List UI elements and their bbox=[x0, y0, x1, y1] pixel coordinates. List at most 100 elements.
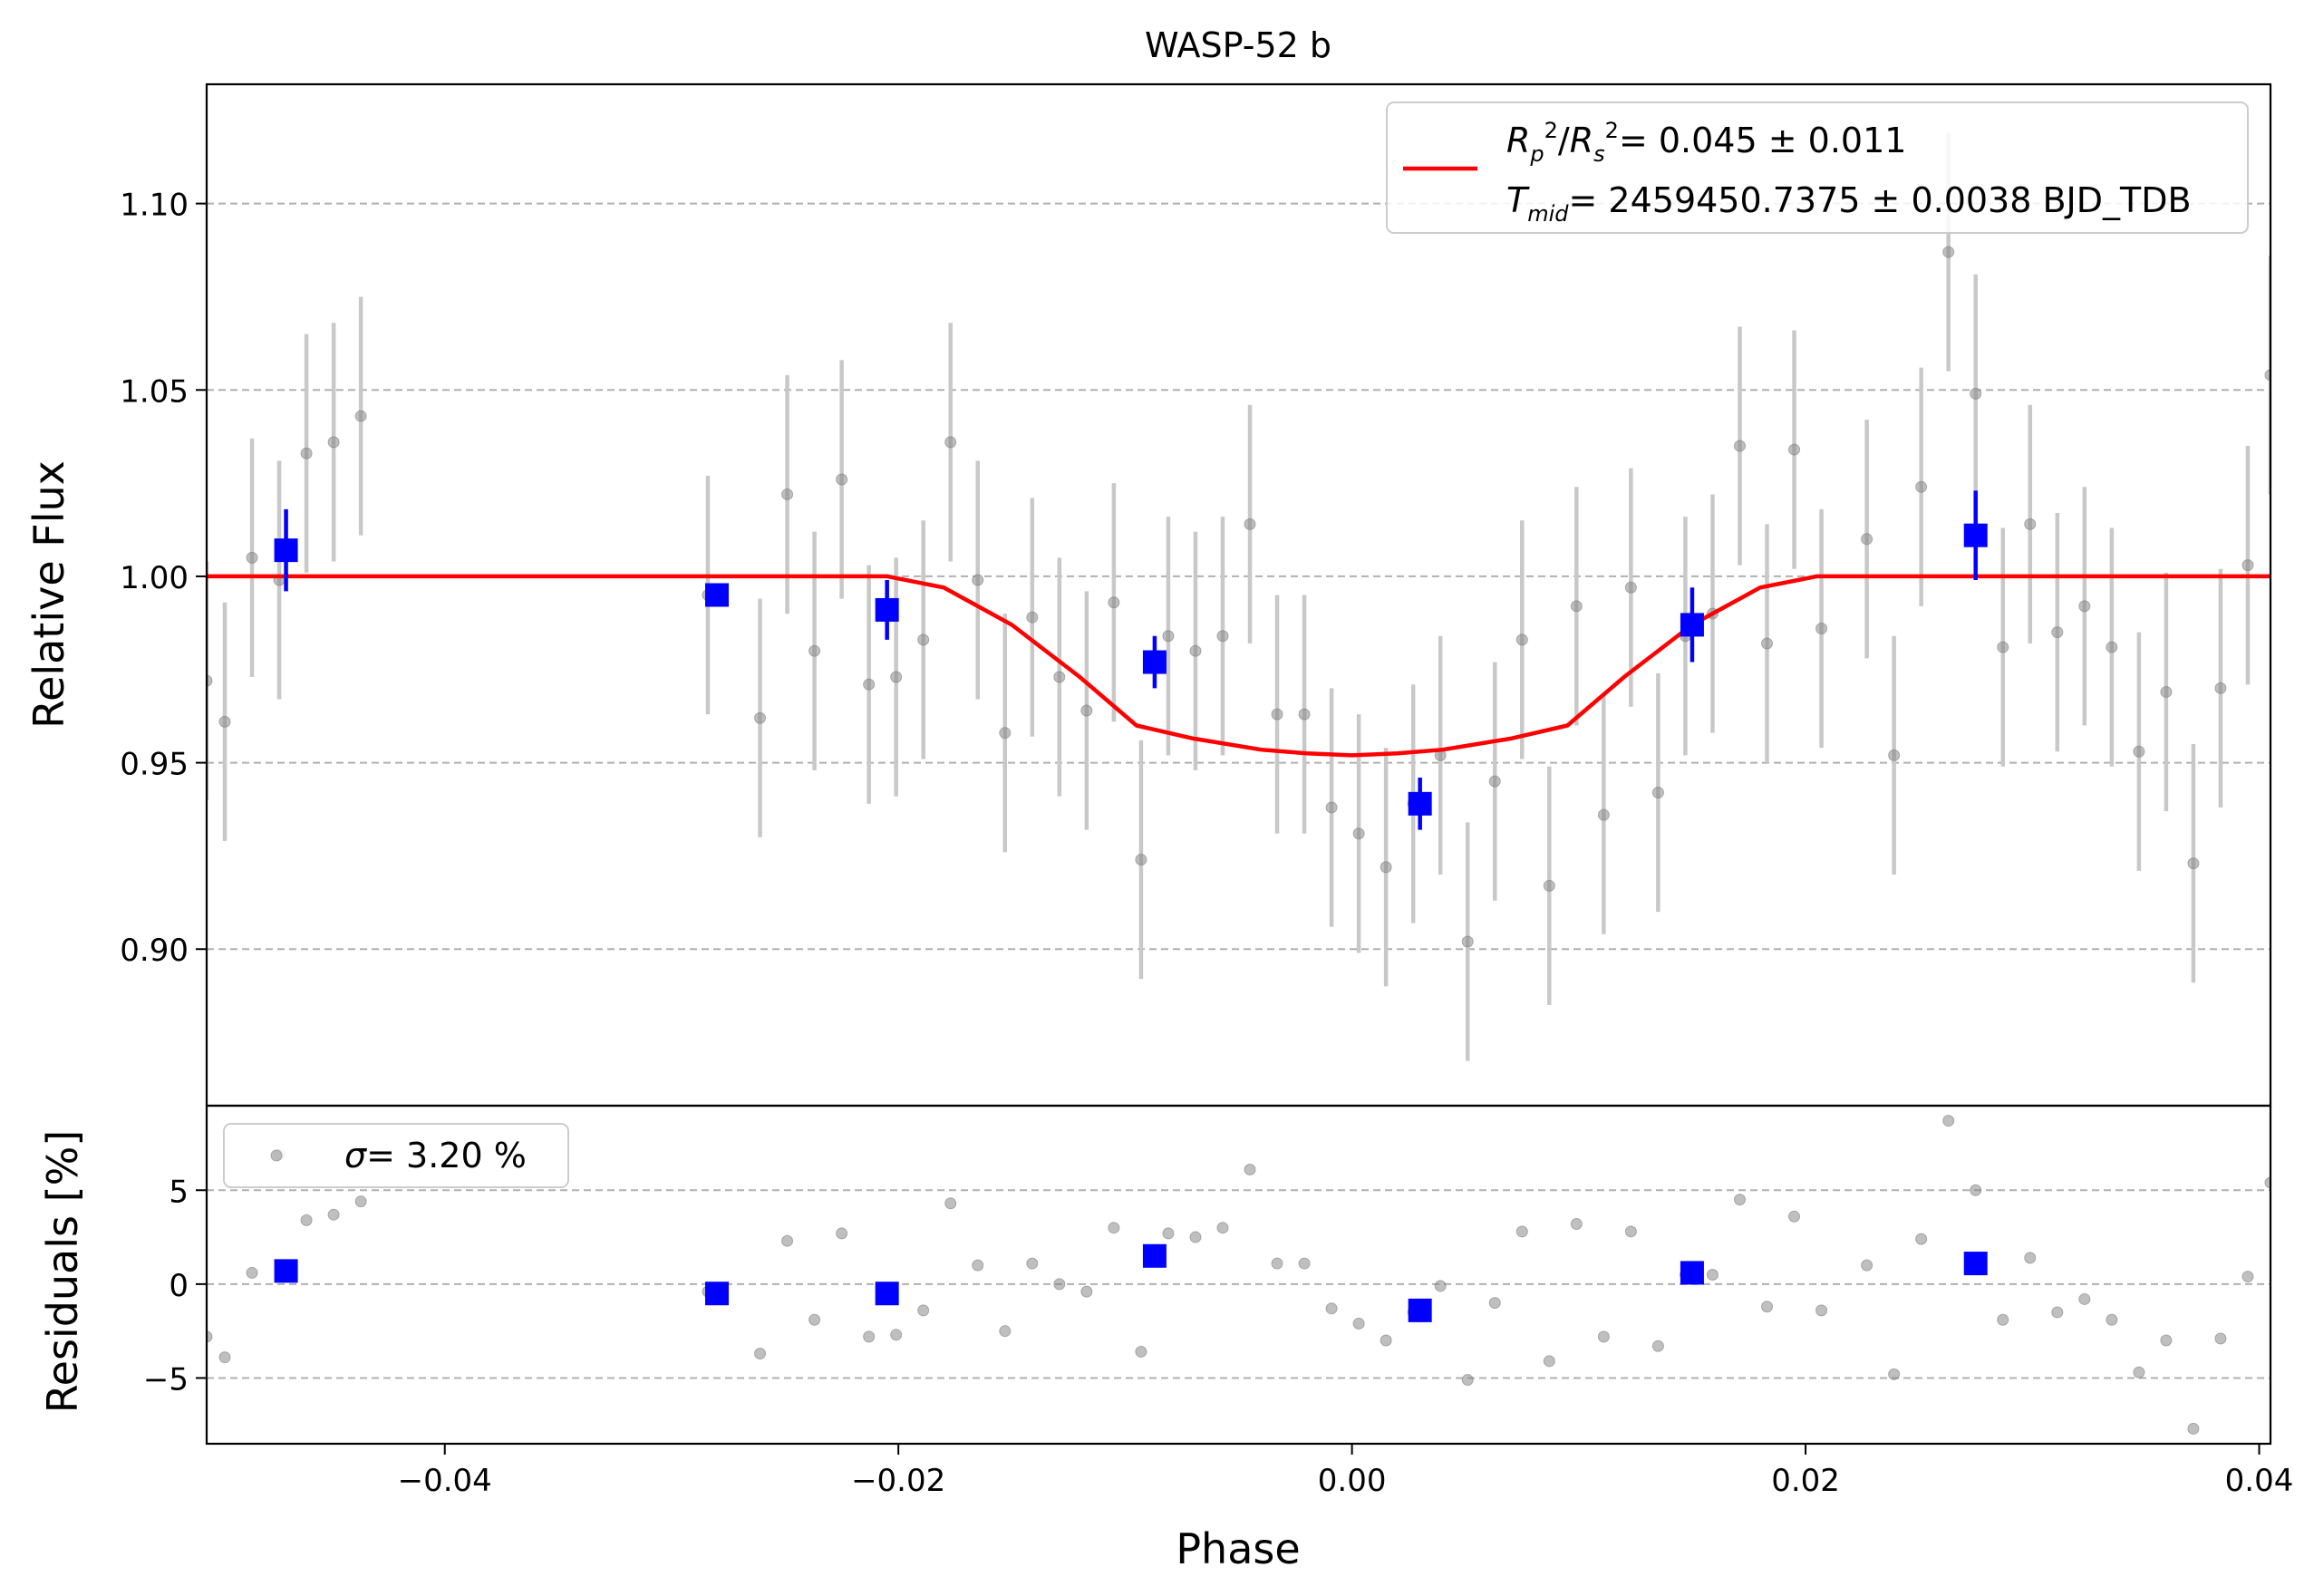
residual-point bbox=[944, 1197, 957, 1210]
flux-point bbox=[1733, 440, 1746, 452]
flux-point bbox=[1788, 443, 1801, 456]
flux-point bbox=[1352, 827, 1365, 840]
flux-point bbox=[781, 488, 794, 500]
flux-point bbox=[944, 436, 957, 449]
residual-point bbox=[1298, 1257, 1311, 1270]
flux-point bbox=[754, 711, 767, 724]
flux-point bbox=[1570, 600, 1583, 613]
flux-point bbox=[1298, 708, 1311, 721]
residual-point bbox=[1053, 1278, 1066, 1291]
flux-point bbox=[2214, 682, 2227, 694]
residuals-panel: −5 0 5 −0.04 −0.02 0.00 0.02 0.04 Residuals [%… bbox=[38, 1104, 2294, 1573]
residual-point bbox=[999, 1325, 1012, 1338]
residual-point bbox=[1733, 1194, 1746, 1206]
binned-residual-point bbox=[1142, 1243, 1167, 1268]
flux-point bbox=[808, 644, 821, 657]
flux-points bbox=[207, 246, 2270, 948]
flux-y-tick-label: 0.95 bbox=[120, 747, 189, 783]
residual-point bbox=[2024, 1252, 2037, 1264]
flux-point bbox=[2133, 745, 2145, 758]
flux-point bbox=[246, 551, 258, 564]
binned-flux-point bbox=[1963, 523, 1988, 547]
residual-points bbox=[207, 1115, 2270, 1435]
flux-point bbox=[327, 436, 340, 449]
flux-point bbox=[218, 715, 231, 728]
residual-point bbox=[1706, 1269, 1719, 1281]
residual-point bbox=[354, 1195, 367, 1208]
flux-point bbox=[2160, 685, 2173, 698]
flux-point bbox=[1515, 634, 1528, 646]
binned-flux-point bbox=[1680, 613, 1704, 637]
residual-point bbox=[781, 1234, 794, 1247]
residual-point bbox=[863, 1330, 876, 1343]
residual-point bbox=[1380, 1334, 1392, 1347]
phase-x-ticks: −0.04 −0.02 0.00 0.02 0.04 bbox=[398, 1444, 2294, 1499]
flux-y-tick-label: 1.00 bbox=[120, 560, 189, 596]
binned-residual-point bbox=[1680, 1261, 1704, 1285]
flux-point bbox=[1244, 517, 1256, 530]
residual-point bbox=[207, 1330, 213, 1343]
residual-point bbox=[1861, 1259, 1873, 1272]
residual-y-tick-label: 5 bbox=[169, 1174, 189, 1210]
residual-y-tick-label: 0 bbox=[169, 1268, 189, 1304]
residual-point bbox=[1570, 1218, 1583, 1231]
flux-point bbox=[890, 671, 903, 683]
flux-point bbox=[1624, 581, 1637, 594]
residual-point bbox=[1162, 1227, 1175, 1240]
flux-legend-box bbox=[1386, 102, 2249, 234]
residual-point bbox=[754, 1348, 767, 1360]
residual-point bbox=[972, 1259, 984, 1272]
residuals-axes-frame bbox=[205, 1104, 2272, 1446]
flux-point bbox=[972, 574, 984, 586]
flux-point bbox=[836, 473, 848, 486]
residual-point bbox=[1271, 1257, 1283, 1270]
binned-residual-point bbox=[1963, 1252, 1988, 1276]
flux-point bbox=[1597, 808, 1610, 821]
phase-x-tick-label: −0.04 bbox=[398, 1463, 492, 1499]
residual-point bbox=[1624, 1225, 1637, 1238]
flux-legend: Rp2/Rs2= 0.045 ± 0.011 Tmid= 2459450.737… bbox=[1386, 102, 2249, 234]
binned-residual-point bbox=[875, 1282, 899, 1306]
residual-point bbox=[1997, 1313, 2009, 1326]
flux-point bbox=[1080, 704, 1093, 717]
binned-flux-point bbox=[704, 583, 729, 607]
flux-point bbox=[1325, 801, 1338, 814]
flux-point bbox=[207, 674, 213, 687]
residual-point bbox=[1108, 1222, 1120, 1234]
residual-point bbox=[218, 1351, 231, 1364]
binned-residual-point bbox=[274, 1259, 298, 1283]
legend-sigma-text: σ= 3.20 % bbox=[344, 1136, 527, 1175]
binned-residual-point bbox=[1408, 1298, 1432, 1322]
residuals-legend: σ= 3.20 % bbox=[223, 1123, 569, 1188]
flux-point bbox=[2187, 857, 2200, 870]
residual-point bbox=[2133, 1366, 2145, 1378]
residual-point bbox=[1216, 1222, 1229, 1234]
flux-point bbox=[1815, 623, 1828, 635]
flux-y-label: Relative Flux bbox=[24, 460, 73, 729]
residual-point bbox=[1597, 1330, 1610, 1343]
residual-y-label: Residuals [%] bbox=[38, 1130, 87, 1413]
transit-model-line bbox=[207, 574, 2270, 758]
phase-x-tick-label: 0.02 bbox=[1771, 1463, 1840, 1499]
flux-point bbox=[1026, 611, 1039, 624]
residual-point bbox=[1888, 1368, 1901, 1380]
flux-point bbox=[1970, 387, 1982, 400]
residual-point bbox=[1461, 1374, 1474, 1387]
flux-point bbox=[1189, 644, 1202, 657]
flux-point bbox=[999, 727, 1012, 740]
legend-model-line2: Tmid= 2459450.7375 ± 0.0038 BJD_TDB bbox=[1506, 180, 2192, 227]
binned-residuals bbox=[274, 1243, 1988, 1322]
flux-point bbox=[1461, 935, 1474, 948]
flux-point bbox=[300, 447, 313, 459]
residual-point bbox=[1915, 1233, 1928, 1245]
flux-point bbox=[2241, 559, 2254, 572]
legend-sigma-marker bbox=[270, 1149, 283, 1162]
flux-y-tick-label: 0.90 bbox=[120, 933, 189, 969]
flux-point bbox=[1488, 775, 1501, 788]
flux-point bbox=[1162, 630, 1175, 643]
phase-x-tick-label: 0.04 bbox=[2225, 1463, 2294, 1499]
flux-y-tick-label: 1.10 bbox=[120, 188, 189, 224]
residual-point bbox=[2187, 1422, 2200, 1435]
flux-point bbox=[2078, 600, 2091, 613]
residual-point bbox=[2241, 1271, 2254, 1283]
